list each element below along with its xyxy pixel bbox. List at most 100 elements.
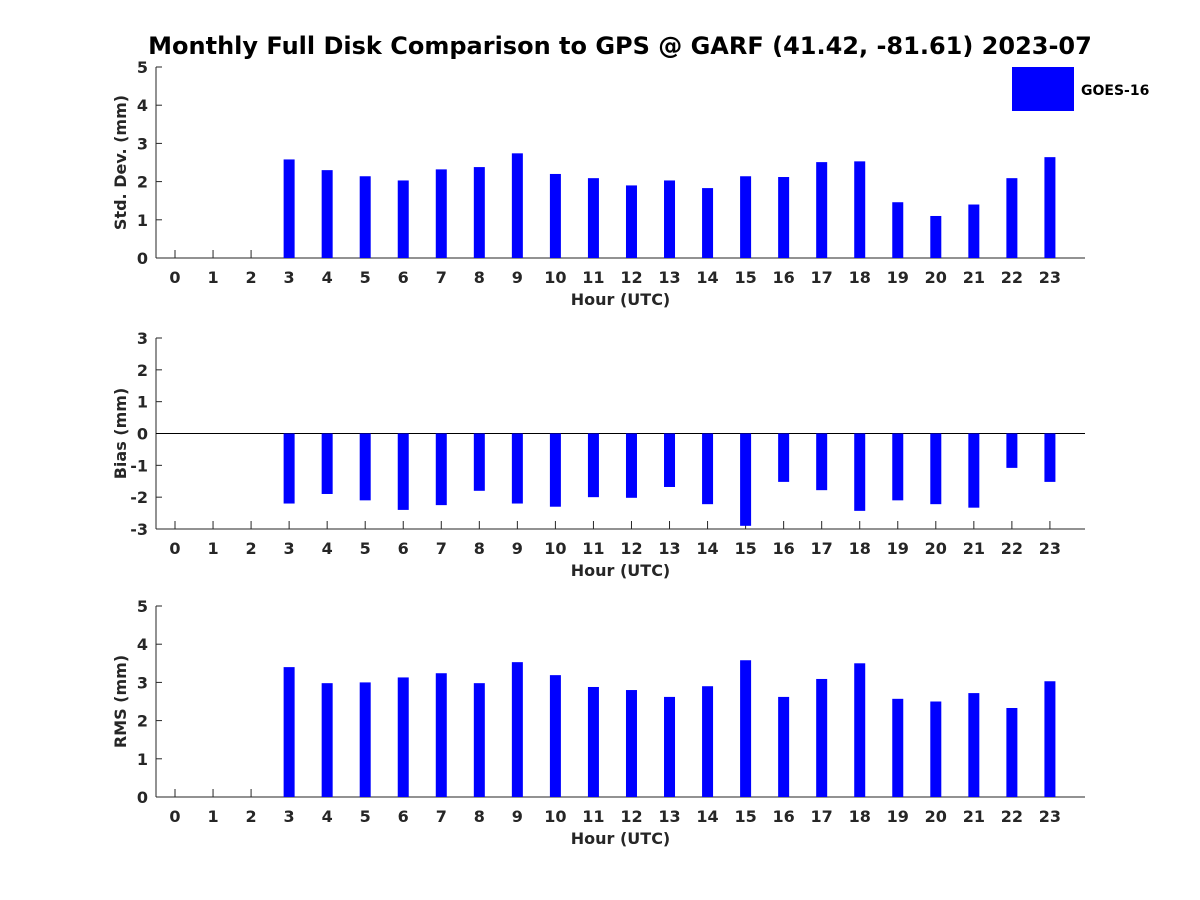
- legend-label-goes-16: GOES-16: [1081, 83, 1149, 99]
- bar-hour-16: [778, 696, 790, 797]
- bar-hour-11: [587, 178, 599, 258]
- bar-hour-15: [740, 660, 752, 797]
- y-tick-label: 2: [137, 712, 148, 731]
- x-tick-label: 21: [963, 539, 985, 558]
- x-tick-label: 4: [322, 539, 333, 558]
- x-tick-label: 23: [1039, 539, 1061, 558]
- bar-hour-17: [816, 433, 828, 491]
- x-tick-label: 21: [963, 807, 985, 826]
- x-tick-label: 2: [246, 539, 257, 558]
- x-tick-label: 18: [849, 539, 871, 558]
- x-tick-label: 7: [436, 539, 447, 558]
- x-tick-label: 20: [925, 539, 947, 558]
- x-tick-label: 11: [582, 268, 604, 287]
- legend-swatch-goes-16: [1012, 67, 1074, 111]
- bar-hour-11: [587, 686, 599, 797]
- bar-hour-5: [359, 433, 371, 501]
- bar-hour-8: [473, 167, 485, 258]
- bar-hour-6: [397, 677, 409, 797]
- y-tick-label: 4: [137, 635, 148, 654]
- y-axis-label: Std. Dev. (mm): [111, 95, 130, 230]
- x-tick-label: 0: [169, 807, 180, 826]
- x-tick-label: 22: [1001, 268, 1023, 287]
- x-tick-label: 6: [398, 539, 409, 558]
- bar-hour-6: [397, 180, 409, 258]
- x-tick-label: 1: [207, 539, 218, 558]
- x-tick-label: 9: [512, 268, 523, 287]
- x-tick-label: 10: [544, 807, 566, 826]
- bar-hour-23: [1044, 681, 1056, 797]
- bar-hour-20: [930, 215, 942, 258]
- x-tick-label: 20: [925, 268, 947, 287]
- x-tick-label: 8: [474, 268, 485, 287]
- bar-hour-22: [1006, 433, 1018, 468]
- bar-hour-13: [664, 433, 676, 487]
- x-tick-label: 11: [582, 539, 604, 558]
- x-tick-label: 6: [398, 807, 409, 826]
- x-tick-label: 21: [963, 268, 985, 287]
- bar-hour-23: [1044, 433, 1056, 482]
- x-tick-label: 0: [169, 539, 180, 558]
- x-tick-label: 16: [773, 807, 795, 826]
- bar-hour-3: [283, 159, 295, 258]
- x-tick-label: 8: [474, 539, 485, 558]
- bar-hour-20: [930, 701, 942, 797]
- y-tick-label: 5: [137, 597, 148, 616]
- x-tick-label: 9: [512, 539, 523, 558]
- bar-hour-13: [664, 180, 676, 258]
- x-tick-label: 12: [620, 807, 642, 826]
- x-tick-label: 7: [436, 268, 447, 287]
- x-tick-label: 23: [1039, 807, 1061, 826]
- bar-hour-23: [1044, 157, 1056, 258]
- x-tick-label: 3: [284, 268, 295, 287]
- y-tick-label: 0: [137, 788, 148, 807]
- bar-hour-22: [1006, 707, 1018, 797]
- x-axis-label: Hour (UTC): [571, 290, 671, 309]
- bar-hour-9: [511, 662, 523, 797]
- x-tick-label: 15: [734, 807, 756, 826]
- x-tick-label: 18: [849, 807, 871, 826]
- bar-hour-16: [778, 433, 790, 482]
- bar-hour-11: [587, 433, 599, 498]
- y-tick-label: 0: [137, 425, 148, 444]
- x-tick-label: 14: [696, 539, 718, 558]
- bar-hour-5: [359, 682, 371, 797]
- bar-hour-21: [968, 433, 980, 508]
- y-tick-label: 1: [137, 393, 148, 412]
- bar-hour-12: [625, 185, 637, 258]
- x-tick-label: 0: [169, 268, 180, 287]
- bar-hour-7: [435, 433, 447, 506]
- bar-hour-15: [740, 433, 752, 526]
- y-axis-label: RMS (mm): [111, 655, 130, 748]
- bar-hour-9: [511, 153, 523, 258]
- x-tick-label: 4: [322, 268, 333, 287]
- bar-hour-21: [968, 204, 980, 258]
- bar-hour-7: [435, 169, 447, 258]
- bar-hour-10: [549, 675, 561, 797]
- y-tick-label: 1: [137, 211, 148, 230]
- x-tick-label: 8: [474, 807, 485, 826]
- x-tick-label: 3: [284, 807, 295, 826]
- bar-hour-17: [816, 678, 828, 797]
- x-tick-label: 17: [811, 539, 833, 558]
- x-tick-label: 19: [887, 539, 909, 558]
- bar-hour-4: [321, 170, 333, 258]
- bar-hour-3: [283, 433, 295, 504]
- y-tick-label: 5: [137, 58, 148, 77]
- x-tick-label: 19: [887, 268, 909, 287]
- x-tick-label: 16: [773, 539, 795, 558]
- x-tick-label: 17: [811, 807, 833, 826]
- bar-hour-13: [664, 696, 676, 797]
- x-tick-label: 15: [734, 268, 756, 287]
- bar-hour-3: [283, 667, 295, 797]
- bar-hour-8: [473, 683, 485, 797]
- bar-hour-22: [1006, 178, 1018, 258]
- y-tick-label: -3: [130, 520, 148, 539]
- x-tick-label: 11: [582, 807, 604, 826]
- bar-hour-10: [549, 433, 561, 507]
- x-tick-label: 2: [246, 268, 257, 287]
- x-tick-label: 6: [398, 268, 409, 287]
